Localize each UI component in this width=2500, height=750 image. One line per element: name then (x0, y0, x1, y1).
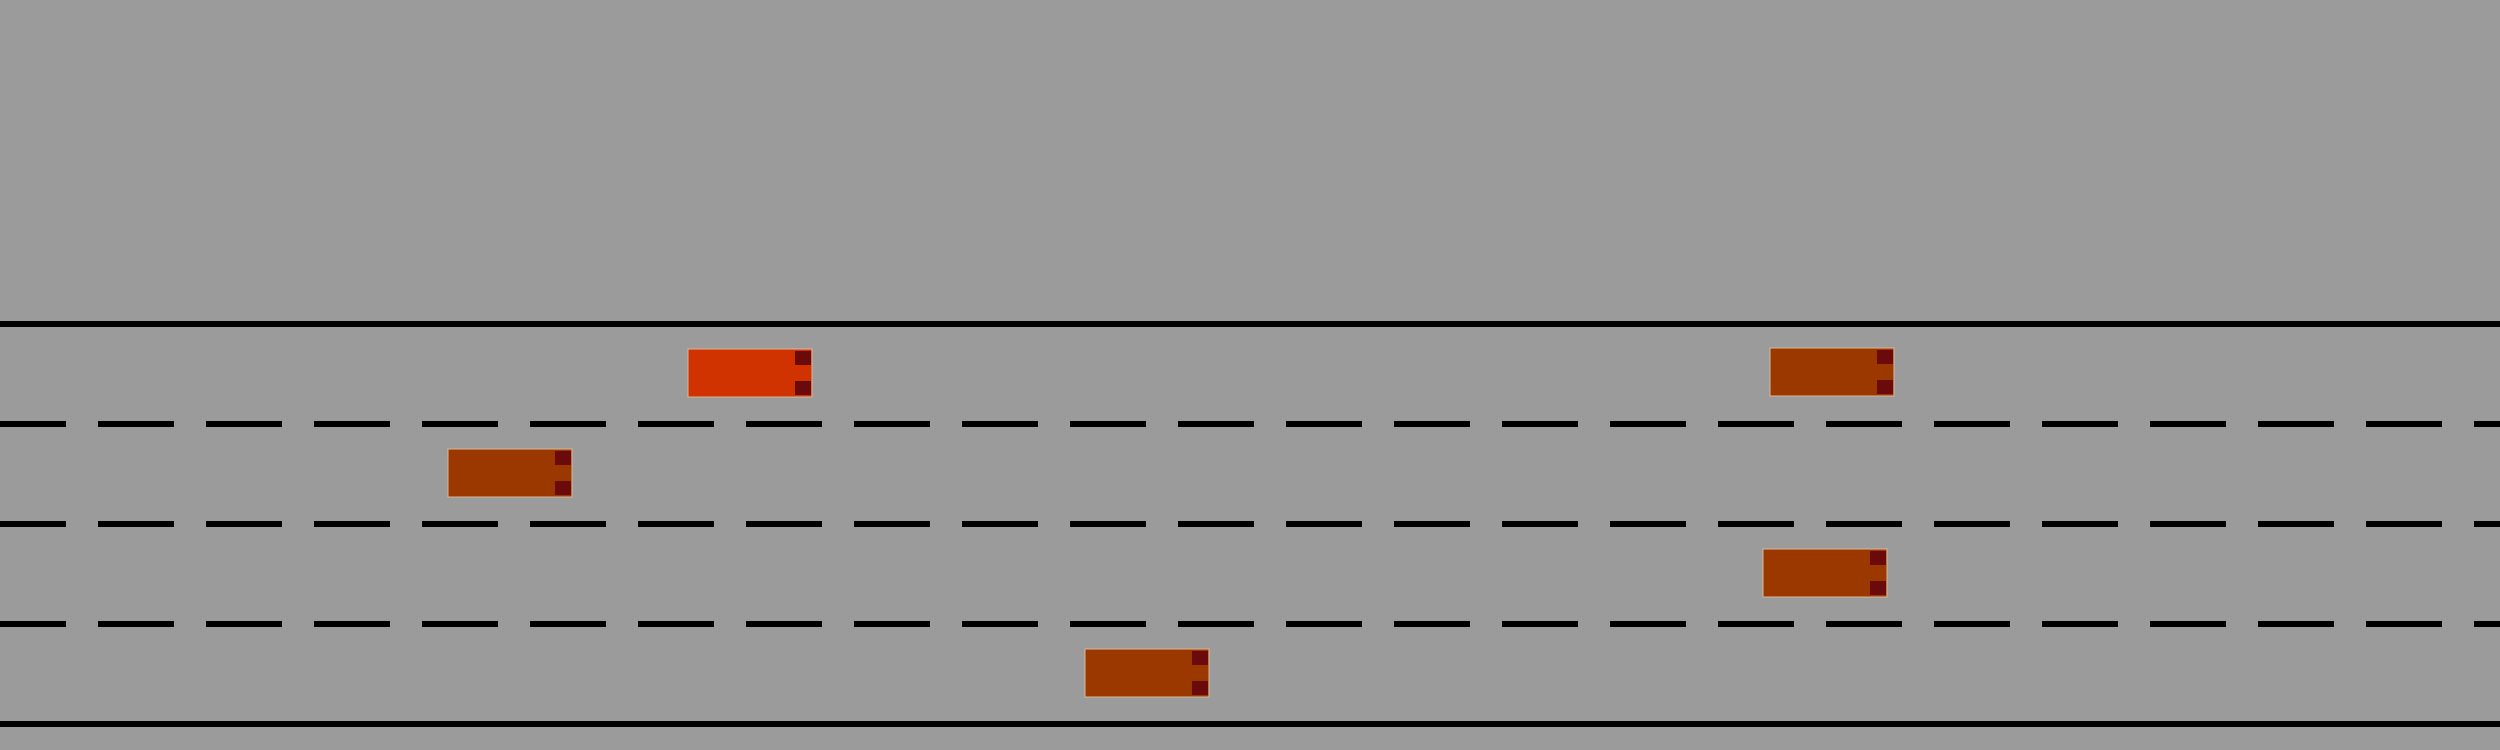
vehicle-body (1762, 548, 1888, 598)
ego-vehicle (687, 348, 813, 398)
vehicle-light-left (1192, 651, 1208, 665)
vehicle-light-right (795, 381, 811, 395)
vehicles (447, 347, 1895, 698)
vehicle-light-right (1192, 681, 1208, 695)
vehicle-light-left (1870, 551, 1886, 565)
lane-markings (0, 321, 2500, 727)
vehicle (447, 448, 573, 498)
vehicle-body (447, 448, 573, 498)
vehicle-body (1769, 347, 1895, 397)
vehicle-body (687, 348, 813, 398)
vehicle (1762, 548, 1888, 598)
vehicle-light-right (1877, 380, 1893, 394)
vehicle-light-left (555, 451, 571, 465)
vehicle (1769, 347, 1895, 397)
vehicle-body (1084, 648, 1210, 698)
vehicle-light-right (1870, 581, 1886, 595)
vehicle-light-left (1877, 350, 1893, 364)
vehicle-light-left (795, 351, 811, 365)
vehicle-light-right (555, 481, 571, 495)
vehicle (1084, 648, 1210, 698)
